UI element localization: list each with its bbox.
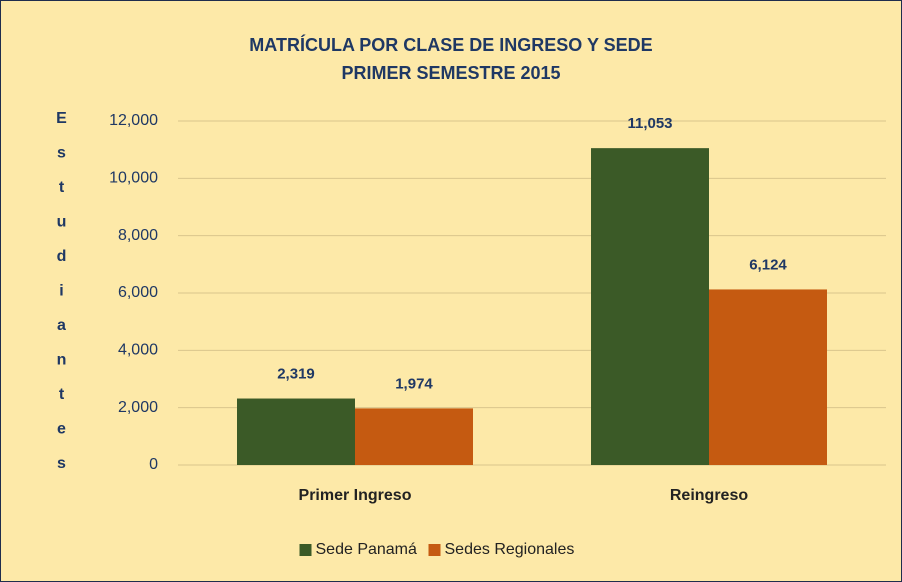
- legend-label: Sedes Regionales: [445, 541, 575, 558]
- legend-swatch: [299, 544, 312, 556]
- y-tick-label: 0: [149, 456, 158, 473]
- y-tick-label: 10,000: [109, 170, 158, 187]
- y-tick-label: 12,000: [109, 112, 158, 129]
- value-label: 6,124: [749, 256, 787, 273]
- y-tick-label: 6,000: [118, 284, 158, 301]
- chart-title: PRIMER SEMESTRE 2015: [341, 63, 560, 83]
- y-tick-label: 8,000: [118, 227, 158, 244]
- x-tick-label: Primer Ingreso: [299, 487, 412, 504]
- chart-title: MATRÍCULA POR CLASE DE INGRESO Y SEDE: [249, 34, 652, 55]
- legend-label: Sede Panamá: [316, 541, 418, 558]
- y-tick-label: 2,000: [118, 399, 158, 416]
- bar: [591, 148, 709, 465]
- bar: [355, 408, 473, 465]
- value-label: 2,319: [277, 365, 315, 382]
- bar: [709, 289, 827, 465]
- value-label: 11,053: [627, 115, 672, 132]
- legend-swatch: [428, 544, 441, 556]
- x-tick-label: Reingreso: [670, 487, 748, 504]
- bar: [237, 398, 355, 465]
- value-label: 1,974: [395, 375, 433, 392]
- y-axis-label: Estudiantes: [53, 110, 70, 490]
- y-tick-label: 4,000: [118, 342, 158, 359]
